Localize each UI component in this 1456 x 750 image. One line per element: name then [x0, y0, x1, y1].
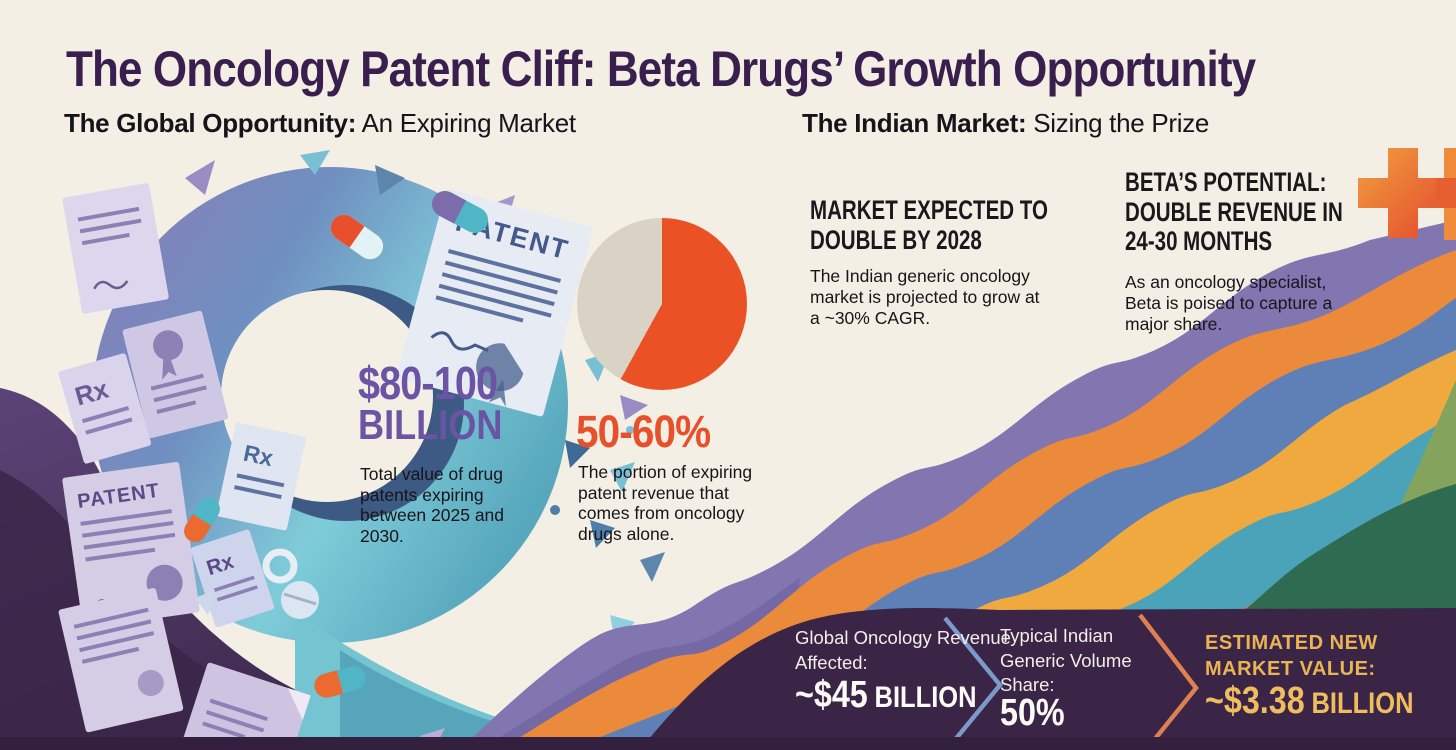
banner-stat-newmarket-label: ESTIMATED NEW MARKET VALUE: — [1205, 632, 1378, 680]
pie-desc: The portion of expiring patent revenue t… — [578, 462, 753, 544]
capsule-orange-teal — [314, 666, 366, 698]
page-title: The Oncology Patent Cliff: Beta Drugs’ G… — [66, 40, 1256, 97]
banner-stat-global-label: Global Oncology Revenue Affected: — [795, 627, 1011, 673]
global-stat-desc: Total value of drug patents expiring bet… — [360, 464, 505, 546]
medical-cross-icon-partial — [1436, 148, 1456, 240]
rx-doc-left: Rx — [58, 353, 152, 464]
patent-document-left: PATENT — [62, 461, 200, 629]
chevron-divider-orange — [1138, 613, 1199, 750]
tablet-score-line — [283, 592, 317, 606]
card-beta-potential-title: BETA’S POTENTIAL: DOUBLE REVENUE IN 24-3… — [1125, 167, 1343, 257]
banner-stat-global-value-unit: BILLION — [874, 681, 977, 714]
rx-label: Rx — [241, 440, 275, 472]
section-heading-indian-bold: The Indian Market: — [802, 108, 1027, 138]
stats-banner-bg — [640, 608, 1456, 750]
banner-stat-share-value: 50% — [1000, 692, 1065, 735]
rx-doc-mid: Rx — [216, 422, 306, 531]
capsule-purple-teal — [431, 191, 489, 233]
medical-cross-icon — [1358, 148, 1448, 238]
document-topleft — [62, 183, 169, 314]
global-stat-unit: BILLION — [358, 401, 503, 449]
patent-wave-illustration: PATENT R — [0, 150, 665, 750]
capsule-red-white — [330, 214, 384, 260]
global-stat: $80-100 BILLION — [358, 357, 503, 449]
section-heading-global-bold: The Global Opportunity: — [64, 108, 357, 138]
banner-stat-share-label: Typical Indian Generic Volume Share: — [1000, 625, 1132, 696]
banner-stat-global-value: ~$45 BILLION — [795, 674, 977, 717]
banner-stat-newmarket-value-unit: BILLION — [1311, 687, 1414, 720]
growth-waves — [460, 220, 1456, 750]
section-heading-indian-rest: Sizing the Prize — [1026, 108, 1210, 138]
capsule-teal-orange — [184, 497, 220, 543]
chevron-divider-blue — [943, 616, 1003, 750]
teal-tail-shade — [340, 650, 643, 750]
banner-stat-share-value-number: 50% — [1000, 692, 1065, 734]
card-market-double-title: MARKET EXPECTED TO DOUBLE BY 2028 — [810, 195, 1048, 255]
oncology-pie — [577, 218, 747, 390]
document-bottom-left — [58, 588, 184, 733]
section-heading-global-rest: An Expiring Market — [356, 108, 577, 138]
bottom-strip — [0, 737, 1456, 750]
pie-value-label: 50-60% — [576, 406, 711, 457]
banner-stat-global-value-number: ~$45 — [795, 674, 868, 716]
card-market-double-desc: The Indian generic oncology market is pr… — [810, 266, 1040, 328]
card-beta-potential-desc: As an oncology specialist, Beta is poise… — [1125, 272, 1333, 334]
rx-doc-teal: Rx — [190, 529, 275, 628]
global-stat-value: $80-100 — [358, 357, 498, 409]
banner-stat-newmarket-value: ~$3.38 BILLION — [1205, 680, 1414, 723]
ring-tablet — [262, 548, 298, 584]
section-heading-indian: The Indian Market: Sizing the Prize — [802, 108, 1209, 139]
banner-stat-newmarket-value-number: ~$3.38 — [1205, 680, 1305, 722]
certificate-ribbon-doc — [122, 310, 229, 439]
section-heading-global: The Global Opportunity: An Expiring Mark… — [64, 108, 576, 139]
